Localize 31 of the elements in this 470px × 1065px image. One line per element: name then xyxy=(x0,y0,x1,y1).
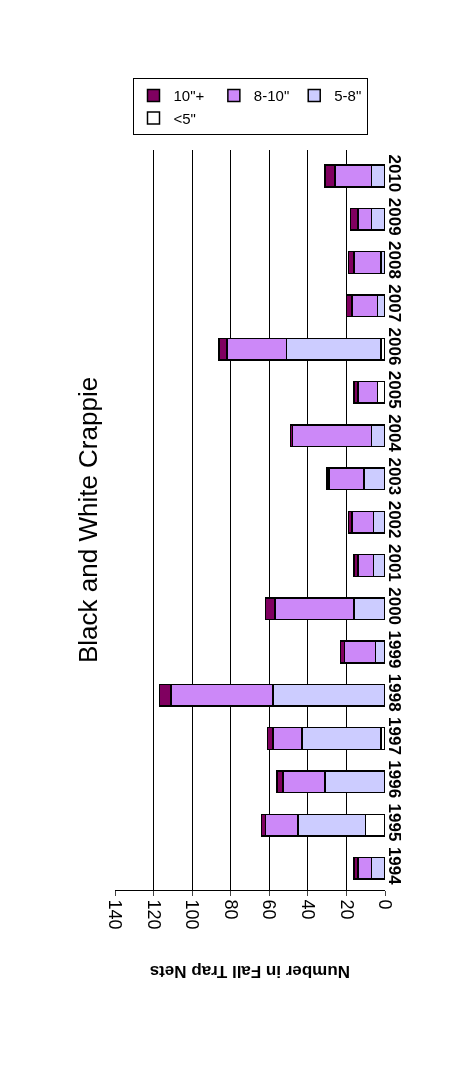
y-tick-label: 2007 xyxy=(385,284,405,323)
y-tick-label: 2002 xyxy=(385,500,405,539)
y-tick-label: 1997 xyxy=(385,717,405,755)
y-tick-label: 1998 xyxy=(385,673,405,712)
legend-label: 5-8" xyxy=(334,87,362,105)
y-tick-label: 2006 xyxy=(385,327,405,366)
legend-label: <5" xyxy=(173,109,196,127)
text: Black and White Crappie xyxy=(73,376,103,663)
x-tick-label: 20 xyxy=(336,899,357,920)
x-tick-label: 40 xyxy=(298,899,319,920)
x-tick-label: 60 xyxy=(259,899,280,920)
legend-label: 10"+ xyxy=(173,87,205,105)
y-tick-label: 2000 xyxy=(385,587,405,626)
y-tick-label: 2008 xyxy=(385,241,405,279)
legend-label: 8-10" xyxy=(253,87,290,105)
x-tick-label: 80 xyxy=(220,899,241,920)
y-tick-label: 2004 xyxy=(385,414,405,453)
y-tick-label: 2001 xyxy=(385,543,405,582)
y-tick-label: 2009 xyxy=(385,197,405,236)
x-tick-label: 120 xyxy=(143,899,164,930)
y-tick-label: 1996 xyxy=(385,760,405,799)
x-tick-label: 0 xyxy=(375,899,396,910)
y-tick-label: 1995 xyxy=(385,803,405,842)
y-tick-label: 1999 xyxy=(385,630,405,669)
y-tick-label: 2003 xyxy=(385,457,405,496)
y-tick-label: 2010 xyxy=(385,154,405,193)
x-tick-label: 140 xyxy=(105,899,126,930)
y-tick-label: 1994 xyxy=(385,846,405,886)
x-axis-title: Number in Fall Trap Nets xyxy=(149,961,350,981)
y-tick-label: 2005 xyxy=(385,370,405,409)
x-tick-label: 100 xyxy=(182,899,203,930)
